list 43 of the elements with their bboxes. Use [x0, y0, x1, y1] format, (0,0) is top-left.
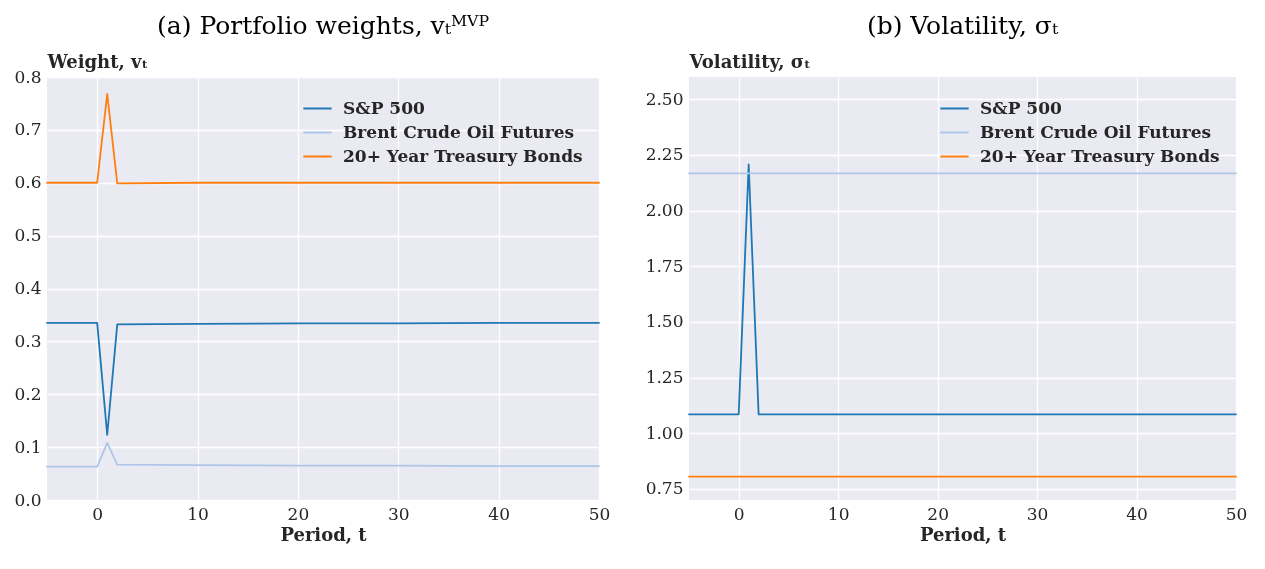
y-tick-label: 0.8	[14, 66, 42, 87]
y-tick-label: 0.2	[14, 383, 42, 404]
y-tick-label: 2.50	[645, 88, 684, 109]
legend-label: 20+ Year Treasury Bonds	[343, 145, 583, 166]
y-axis-title: Volatility, σₜ	[688, 50, 811, 72]
x-tick-label: 10	[187, 503, 209, 524]
chart-title: (b) Volatility, σₜ	[866, 11, 1059, 40]
y-tick-label: 0.75	[645, 478, 684, 499]
legend-label: S&P 500	[343, 97, 425, 118]
y-tick-label: 1.75	[645, 255, 684, 276]
y-tick-label: 1.00	[645, 422, 684, 443]
y-tick-label: 0.0	[14, 489, 42, 510]
x-axis-title: Period, t	[280, 523, 368, 545]
x-tick-label: 0	[733, 503, 745, 524]
y-tick-label: 0.6	[14, 172, 42, 193]
y-tick-label: 0.4	[14, 278, 42, 298]
y-tick-label: 1.50	[645, 311, 684, 332]
x-tick-label: 40	[488, 503, 510, 524]
x-tick-label: 20	[927, 503, 949, 524]
y-tick-label: 0.1	[14, 436, 42, 457]
x-tick-label: 50	[588, 503, 611, 524]
x-tick-label: 30	[387, 503, 410, 524]
y-tick-label: 0.3	[14, 330, 42, 351]
x-tick-label: 40	[1126, 503, 1148, 524]
y-tick-label: 2.00	[645, 200, 684, 221]
y-tick-label: 1.25	[645, 367, 684, 388]
y-tick-label: 0.5	[14, 225, 42, 246]
legend-label: Brent Crude Oil Futures	[980, 121, 1212, 142]
x-tick-label: 30	[1026, 503, 1049, 524]
legend-label: 20+ Year Treasury Bonds	[980, 145, 1220, 166]
x-tick-label: 50	[1225, 503, 1248, 524]
x-tick-label: 0	[92, 503, 104, 524]
chart-title: (a) Portfolio weights, vₜᴹⱽᴾ	[157, 11, 490, 40]
y-axis-title: Weight, vₜ	[46, 50, 149, 72]
line-series	[46, 442, 600, 468]
y-tick-label: 0.7	[14, 119, 42, 140]
x-tick-label: 20	[287, 503, 310, 524]
x-tick-label: 10	[827, 503, 850, 524]
line-series	[46, 321, 600, 436]
legend-label: Brent Crude Oil Futures	[343, 121, 575, 142]
x-axis-title: Period, t	[919, 523, 1007, 545]
legend-label: S&P 500	[980, 97, 1062, 118]
y-tick-label: 2.25	[645, 144, 684, 165]
